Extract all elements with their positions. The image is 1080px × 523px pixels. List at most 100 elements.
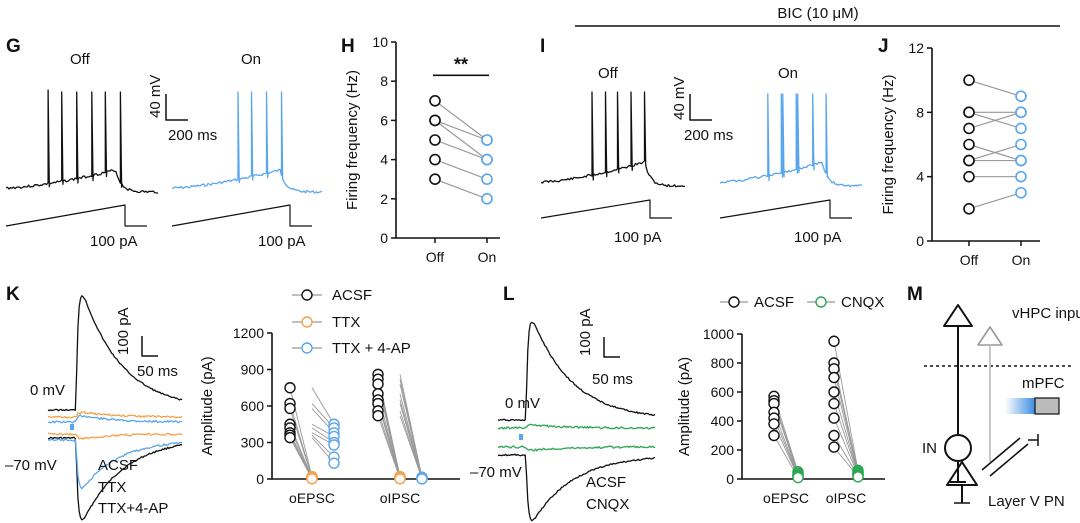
i-ramp-off bbox=[540, 199, 672, 219]
l-scale-time: 50 ms bbox=[592, 371, 633, 388]
k-amp-legend-marker bbox=[301, 342, 313, 354]
g-on-label: On bbox=[241, 51, 261, 68]
H-xtick-label: On bbox=[478, 249, 497, 265]
g-ramp-on bbox=[171, 204, 312, 227]
K-amp-point bbox=[284, 382, 296, 394]
l-acsf-ipsc bbox=[497, 453, 656, 522]
m-mpfc-label: mPFC bbox=[1022, 375, 1065, 392]
H-point-off bbox=[429, 134, 441, 146]
k-amp-legend-label: TTX bbox=[332, 314, 360, 331]
g-off-trace bbox=[5, 89, 159, 194]
g-scale-voltage: 40 mV bbox=[147, 75, 164, 118]
m-upper-pyramid bbox=[943, 304, 973, 327]
L-amp-ytick-label: 400 bbox=[711, 413, 735, 429]
l-legend-acsf: ACSF bbox=[586, 474, 626, 491]
H-pair-line bbox=[434, 100, 488, 141]
L-amp-xtick-label: oIPSC bbox=[826, 490, 866, 506]
L-amp-point bbox=[828, 429, 840, 442]
L-amp-ytick-label: 600 bbox=[711, 384, 735, 400]
l-v0-label: 0 mV bbox=[505, 395, 540, 412]
J-point-on bbox=[1015, 170, 1027, 183]
i-ramp-label-off: 100 pA bbox=[614, 229, 662, 246]
i-ramp-on bbox=[719, 199, 852, 219]
L-amp-point bbox=[828, 335, 840, 347]
k-ttx4ap-epsc bbox=[47, 414, 183, 424]
K-amp-point bbox=[328, 457, 340, 469]
k-legend-ttx4ap: TTX+4-AP bbox=[98, 500, 168, 517]
k-amp-legend-label: ACSF bbox=[332, 287, 372, 304]
panel-letter-h: H bbox=[341, 36, 355, 57]
J-ytick-label: 4 bbox=[916, 169, 924, 185]
panel-letter-j: J bbox=[878, 36, 889, 57]
H-xtick-label: Off bbox=[426, 249, 445, 265]
g-ramp-label-on: 100 pA bbox=[258, 233, 306, 250]
J-point-off bbox=[963, 122, 975, 135]
J-point-on bbox=[1015, 138, 1027, 151]
H-point-off bbox=[429, 114, 441, 127]
k-light-pulse bbox=[70, 424, 74, 430]
J-ytick-label: 0 bbox=[916, 233, 924, 249]
H-point-off bbox=[429, 173, 441, 185]
m-vhpc-terminal bbox=[977, 326, 1003, 346]
k-amp-legend-marker bbox=[301, 316, 313, 328]
K-amp-point bbox=[416, 473, 428, 485]
k-ttx-ipsc bbox=[47, 432, 183, 440]
l-amp-legend-label: CNQX bbox=[841, 294, 884, 311]
l-light-pulse bbox=[519, 434, 523, 440]
J-pair-line bbox=[968, 79, 1022, 97]
l-amp-legend-marker bbox=[815, 296, 827, 308]
K-amp-ylabel: Amplitude (pA) bbox=[199, 356, 216, 455]
J-point-off bbox=[963, 154, 975, 167]
L-amp-point bbox=[768, 418, 780, 430]
l-scale-current: 100 pA bbox=[577, 308, 594, 356]
m-interneuron bbox=[944, 434, 972, 462]
J-point-off bbox=[963, 138, 975, 151]
g-ramp-label-off: 100 pA bbox=[90, 233, 138, 250]
K-amp-point bbox=[328, 439, 340, 451]
J-point-on bbox=[1015, 154, 1027, 167]
L-amp-point bbox=[852, 471, 864, 483]
J-pair-line bbox=[968, 143, 1022, 162]
k-ttx-epsc bbox=[47, 411, 183, 419]
L-amp-point bbox=[828, 386, 840, 398]
H-point-off bbox=[429, 95, 441, 107]
J-ylabel: Firing frequency (Hz) bbox=[880, 74, 897, 214]
L-amp-ytick-label: 800 bbox=[711, 355, 735, 371]
K-amp-pair-line bbox=[289, 437, 313, 479]
J-point-off bbox=[963, 106, 975, 119]
panel-letter-g: G bbox=[6, 36, 21, 57]
i-off-label: Off bbox=[598, 65, 619, 82]
k-amp-legend-label: TTX + 4-AP bbox=[332, 340, 411, 357]
panel-letter-m: M bbox=[907, 284, 923, 305]
k-amp-legend-marker bbox=[301, 289, 313, 301]
J-point-on bbox=[1015, 106, 1027, 119]
l-legend-cnqx: CNQX bbox=[586, 496, 629, 513]
bic-label: BIC (10 μM) bbox=[777, 5, 858, 22]
J-point-on bbox=[1015, 122, 1027, 135]
H-pair-line bbox=[434, 139, 488, 161]
m-pipette bbox=[981, 437, 1021, 471]
H-pair-line bbox=[434, 119, 488, 161]
L-amp-ytick-label: 0 bbox=[726, 471, 734, 487]
K-amp-pair-line bbox=[399, 383, 423, 479]
K-amp-point bbox=[284, 402, 296, 415]
H-pair-line bbox=[434, 119, 488, 141]
L-amp-point bbox=[828, 441, 840, 453]
g-ramp-off bbox=[5, 204, 147, 227]
L-amp-point bbox=[828, 371, 840, 384]
i-scale-bar bbox=[689, 94, 712, 121]
l-cnqx-epsc bbox=[497, 423, 656, 430]
panel-letter-k: K bbox=[6, 284, 20, 305]
L-amp-point bbox=[828, 412, 840, 424]
H-ytick-label: 10 bbox=[372, 34, 388, 50]
K-amp-ytick-label: 900 bbox=[241, 362, 265, 378]
m-optic-fiber bbox=[1034, 397, 1060, 415]
g-scale-time: 200 ms bbox=[168, 127, 217, 144]
L-amp-ytick-label: 1000 bbox=[703, 326, 734, 342]
k-legend-acsf: ACSF bbox=[98, 457, 138, 474]
m-vhpc-label: vHPC input bbox=[1012, 305, 1080, 322]
J-xtick-label: On bbox=[1012, 252, 1031, 268]
H-ylabel: Firing frequency (Hz) bbox=[344, 70, 361, 210]
i-scale-voltage: 40 mV bbox=[671, 77, 688, 120]
